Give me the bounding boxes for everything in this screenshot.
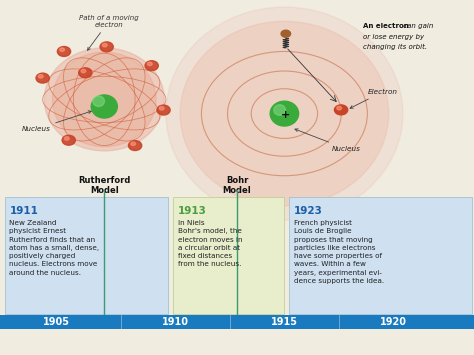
Circle shape [79,68,92,78]
Text: 1915: 1915 [271,317,298,327]
Ellipse shape [44,48,164,151]
Text: 1923: 1923 [294,206,323,216]
Text: Nucleus: Nucleus [21,111,91,132]
Ellipse shape [44,48,164,151]
Circle shape [337,106,342,110]
Ellipse shape [180,21,389,206]
FancyBboxPatch shape [289,197,472,314]
FancyBboxPatch shape [173,197,284,314]
Text: 1905: 1905 [44,317,70,327]
Text: Electron: Electron [350,89,397,108]
Ellipse shape [270,101,299,126]
Text: French physicist
Louis de Broglie
proposes that moving
particles like electrons
: French physicist Louis de Broglie propos… [294,220,384,284]
Circle shape [100,42,113,52]
Circle shape [147,62,152,66]
Circle shape [60,48,64,51]
Ellipse shape [53,52,156,147]
FancyBboxPatch shape [5,197,168,314]
Circle shape [57,47,71,56]
Circle shape [281,30,291,37]
Ellipse shape [91,95,117,118]
Text: Bohr
Model: Bohr Model [223,176,251,195]
Circle shape [335,105,348,115]
Text: +: + [281,110,291,120]
Text: can gain: can gain [401,23,434,29]
Circle shape [157,105,170,115]
Circle shape [36,73,49,83]
Circle shape [62,135,75,145]
Circle shape [131,142,136,146]
FancyBboxPatch shape [0,315,474,329]
Text: 1911: 1911 [9,206,38,216]
Ellipse shape [273,105,285,115]
Circle shape [102,43,107,47]
Text: Nucleus: Nucleus [295,129,361,152]
Circle shape [64,137,69,140]
Text: New Zealand
physicist Ernest
Rutherford finds that an
atom has a small, dense,
p: New Zealand physicist Ernest Rutherford … [9,220,100,275]
Text: changing its orbit.: changing its orbit. [363,44,427,50]
Ellipse shape [92,96,104,106]
Ellipse shape [166,7,403,220]
Text: In Niels
Bohr's model, the
electron moves in
a circular orbit at
fixed distances: In Niels Bohr's model, the electron move… [178,220,242,267]
Circle shape [159,106,164,110]
Text: 1910: 1910 [162,317,189,327]
Circle shape [145,61,158,71]
Text: 1913: 1913 [178,206,207,216]
Circle shape [38,75,43,78]
Text: 1920: 1920 [380,317,407,327]
Text: or lose energy by: or lose energy by [363,34,424,40]
Text: An electron: An electron [363,23,409,29]
Circle shape [128,141,142,151]
Circle shape [81,69,86,73]
Text: Rutherford
Model: Rutherford Model [78,176,130,195]
Text: Path of a moving
electron: Path of a moving electron [79,15,139,50]
